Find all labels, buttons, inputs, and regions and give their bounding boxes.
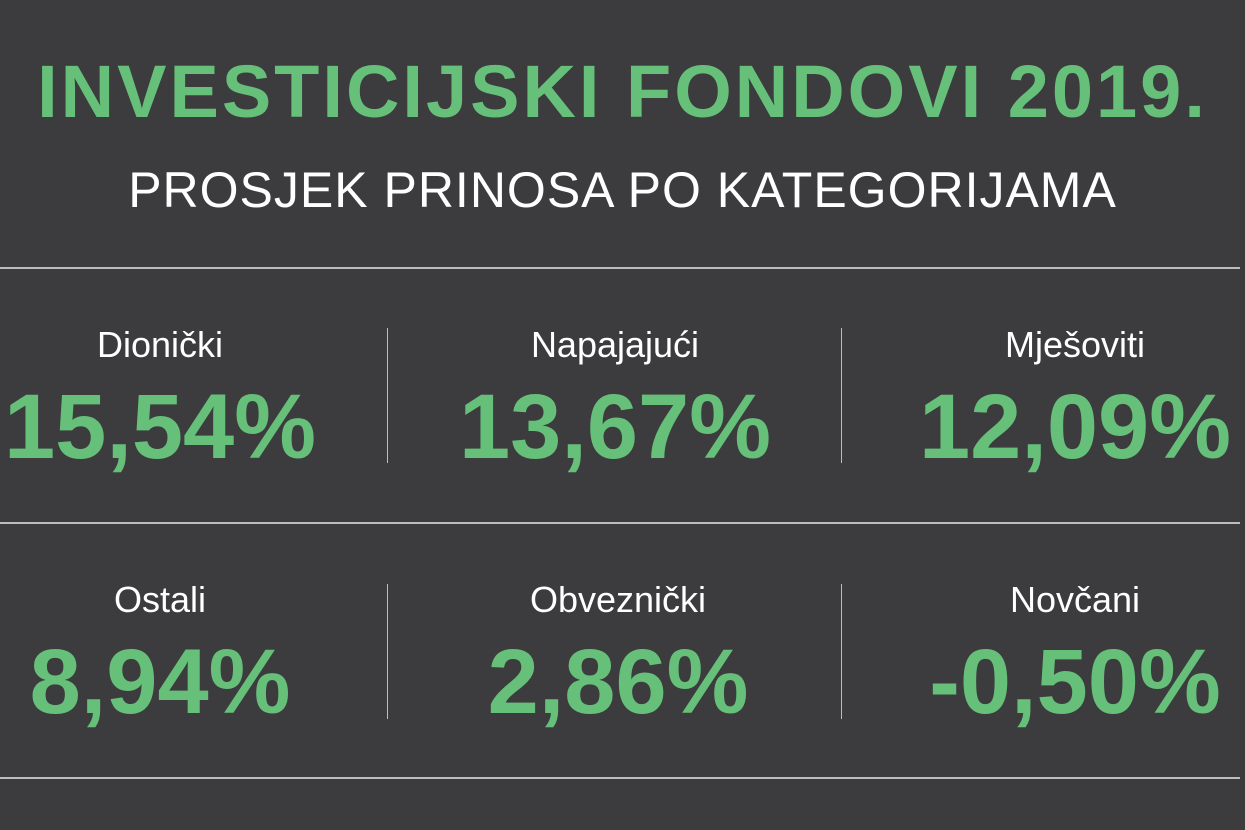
column-divider — [387, 328, 388, 463]
category-value: 12,09% — [918, 376, 1232, 478]
divider-bottom — [0, 777, 1240, 779]
column-divider — [841, 584, 842, 719]
category-label: Mješoviti — [1004, 324, 1146, 365]
stat-card-novcani: Novčani -0,50% — [855, 579, 1245, 733]
stat-card-mjesoviti: Mješoviti 12,09% — [855, 324, 1245, 478]
category-label: Ostali — [113, 579, 207, 620]
category-value: 15,54% — [3, 376, 317, 478]
category-value: 8,94% — [29, 631, 291, 733]
page-title: INVESTICIJSKI FONDOVI 2019. — [37, 50, 1208, 133]
stat-card-obveznicki: Obveznički 2,86% — [398, 579, 838, 733]
category-label: Novčani — [1009, 579, 1141, 620]
stat-card-dionicki: Dionički 15,54% — [0, 324, 380, 478]
category-label: Dionički — [96, 324, 224, 365]
category-label: Napajajući — [530, 324, 700, 365]
category-value: -0,50% — [929, 631, 1221, 733]
category-label: Obveznički — [529, 579, 707, 620]
column-divider — [387, 584, 388, 719]
stat-card-ostali: Ostali 8,94% — [0, 579, 380, 733]
category-value: 2,86% — [487, 631, 749, 733]
category-value: 13,67% — [458, 376, 772, 478]
divider-top — [0, 267, 1240, 269]
stat-card-napajajuci: Napajajući 13,67% — [395, 324, 835, 478]
divider-middle — [0, 522, 1240, 524]
column-divider — [841, 328, 842, 463]
page-subtitle: PROSJEK PRINOSA PO KATEGORIJAMA — [128, 162, 1117, 218]
